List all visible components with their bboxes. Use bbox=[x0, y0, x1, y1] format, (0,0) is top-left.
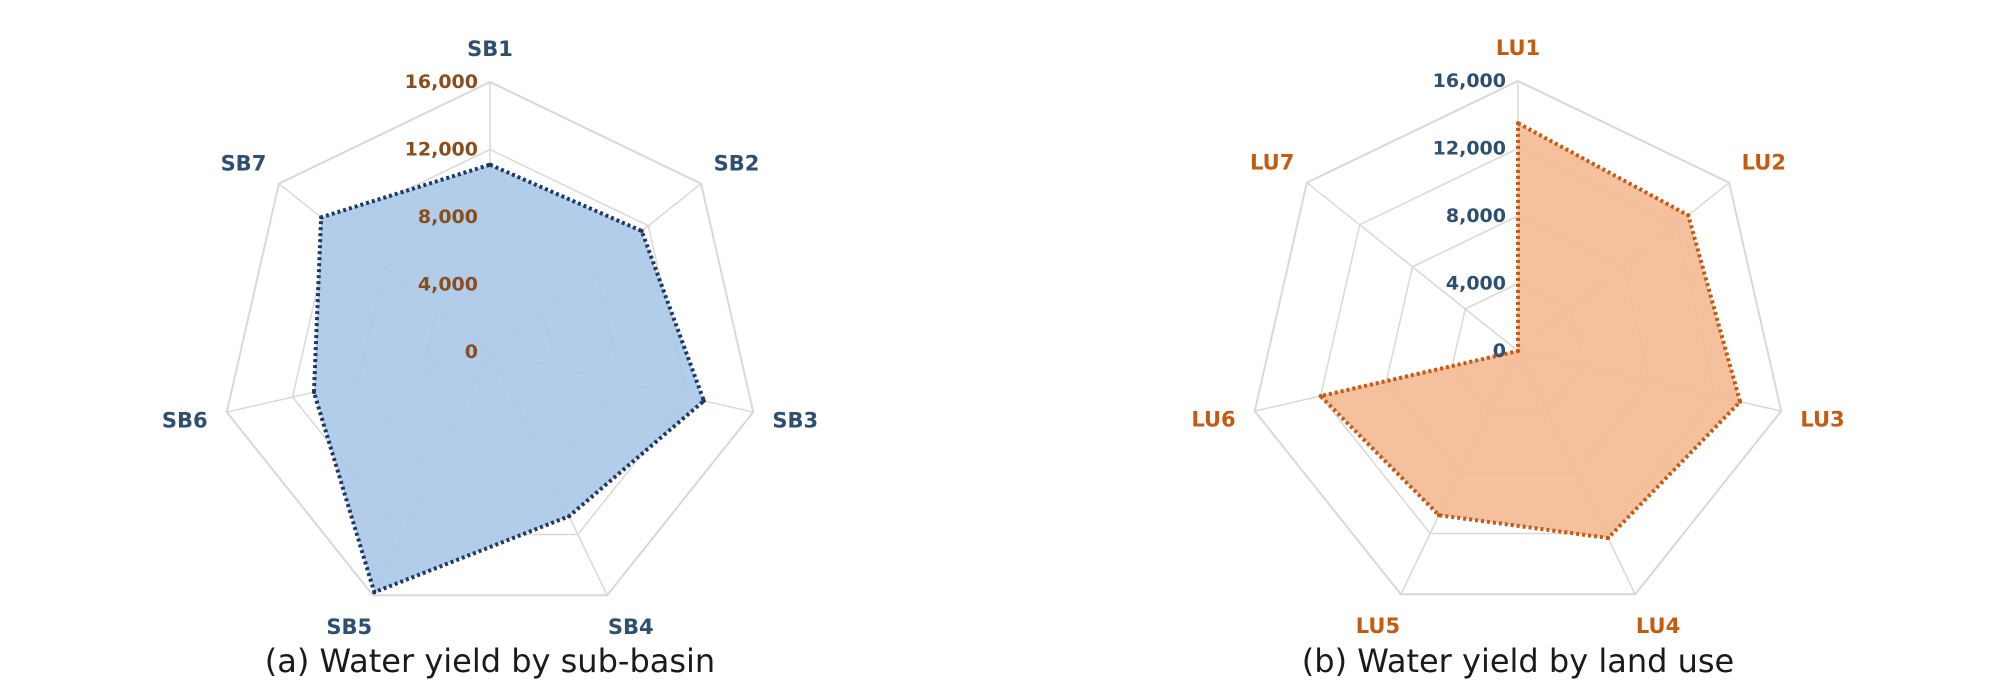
grid-ring bbox=[225, 80, 755, 597]
data-point-lu6 bbox=[1318, 394, 1323, 399]
category-label-sb5: SB5 bbox=[326, 615, 372, 639]
tick-label: 8,000 bbox=[1446, 205, 1506, 227]
series-area bbox=[1320, 123, 1741, 539]
tick-label: 4,000 bbox=[418, 274, 478, 296]
data-point-sb4 bbox=[567, 514, 572, 519]
tick-label: 16,000 bbox=[405, 71, 478, 93]
tick-label: 16,000 bbox=[1433, 70, 1506, 92]
grid-spoke bbox=[1306, 182, 1519, 352]
category-label-sb1: SB1 bbox=[467, 37, 513, 61]
category-label-lu3: LU3 bbox=[1800, 408, 1844, 432]
data-point-sb6 bbox=[311, 390, 316, 395]
tick-label: 4,000 bbox=[1446, 273, 1506, 295]
series-outline bbox=[1318, 121, 1743, 541]
data-point-sb3 bbox=[701, 398, 706, 403]
category-label-lu6: LU6 bbox=[1191, 408, 1235, 432]
data-point-lu3 bbox=[1738, 399, 1743, 404]
data-point-lu1 bbox=[1516, 121, 1520, 126]
chart-caption: (b) Water yield by land use bbox=[1302, 642, 1734, 680]
data-point-lu5 bbox=[1436, 513, 1441, 518]
chart-caption: (a) Water yield by sub-basin bbox=[265, 642, 715, 680]
category-label-sb4: SB4 bbox=[608, 615, 654, 639]
tick-label: 0 bbox=[465, 341, 478, 363]
category-label-lu4: LU4 bbox=[1636, 614, 1680, 638]
category-label-lu5: LU5 bbox=[1356, 614, 1400, 638]
category-label-lu7: LU7 bbox=[1250, 150, 1294, 174]
category-label-lu2: LU2 bbox=[1742, 150, 1786, 174]
tick-label: 12,000 bbox=[405, 139, 478, 161]
radar-chart-land-use: 0 4,000 8,000 12,000 16,000 LU1 LU2 LU3 LU4 LU5 LU… bbox=[1191, 36, 1844, 680]
category-label-sb2: SB2 bbox=[714, 151, 760, 175]
category-label-sb3: SB3 bbox=[772, 409, 818, 433]
data-point-lu4 bbox=[1606, 536, 1611, 541]
radar-chart-sub-basin: 0 4,000 8,000 12,000 16,000 SB1 SB2 SB3 SB4 SB5 SB… bbox=[162, 37, 818, 680]
series-area bbox=[313, 164, 704, 593]
data-point-lu2 bbox=[1686, 213, 1691, 218]
data-point-lu7 bbox=[1516, 349, 1520, 353]
category-label-sb7: SB7 bbox=[221, 151, 267, 175]
series-outline bbox=[311, 162, 706, 595]
tick-label: 12,000 bbox=[1433, 138, 1506, 160]
tick-label: 0 bbox=[1493, 340, 1506, 362]
grid-ring bbox=[1253, 79, 1783, 596]
data-point-sb1 bbox=[488, 162, 492, 167]
category-label-lu1: LU1 bbox=[1496, 36, 1540, 60]
data-point-sb5 bbox=[372, 590, 377, 595]
data-point-sb2 bbox=[639, 229, 644, 234]
category-label-sb6: SB6 bbox=[162, 409, 208, 433]
tick-label: 8,000 bbox=[418, 206, 478, 228]
data-point-sb7 bbox=[319, 215, 324, 220]
